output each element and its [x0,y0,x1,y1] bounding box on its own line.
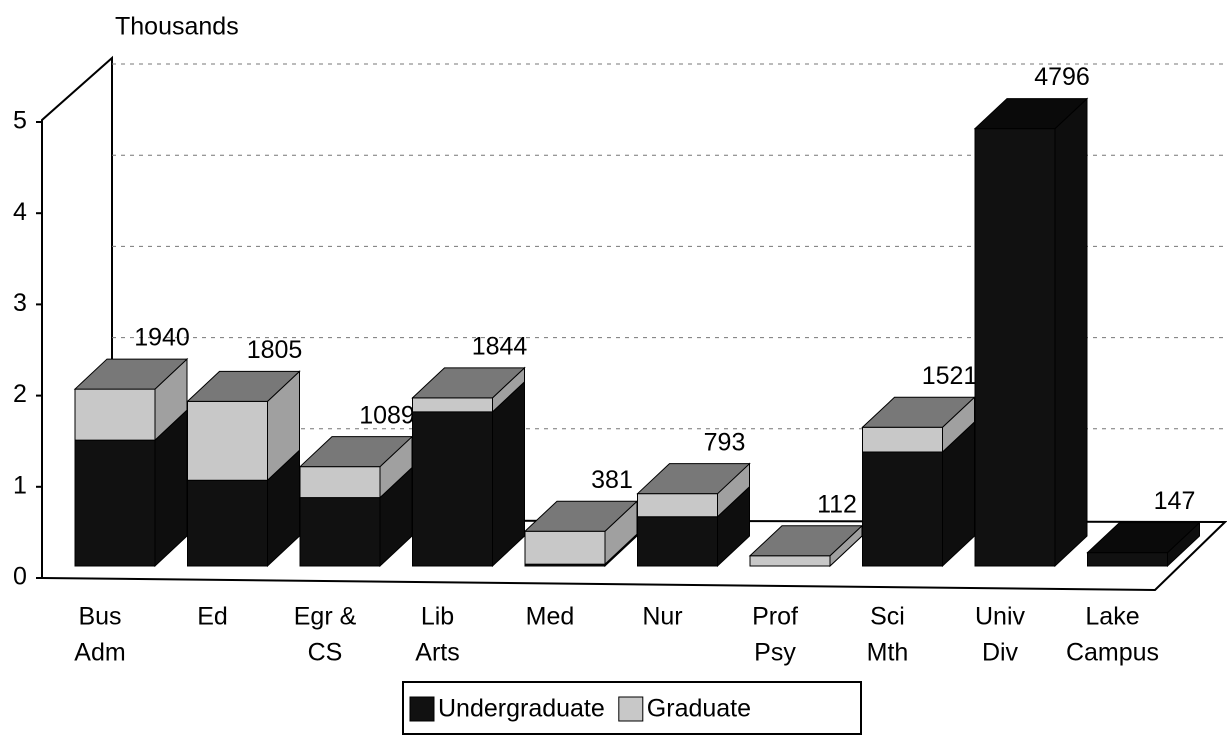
bar-front [637,516,718,567]
bar-segment [74,357,188,442]
bar-front [749,555,831,567]
bar-top [973,98,1089,130]
bar-front [299,497,381,567]
x-tick-label: Lib [421,603,454,631]
legend-label: Graduate [647,695,751,723]
x-tick-label: Nur [642,603,682,631]
y-tick-label: 1 [13,471,27,499]
total-label: 1089 [359,401,415,429]
legend-swatch [409,696,435,722]
bar-front [974,128,1056,567]
bar-segment [637,485,750,568]
bar-segment [862,396,975,454]
x-tick-label: Bus [78,603,121,631]
total-label: 1521 [922,362,978,390]
bar-front [299,466,381,499]
x-tick-label: Med [526,603,575,631]
total-label: 1844 [472,332,528,360]
x-tick-label: Univ [975,603,1026,631]
bar-front [74,388,156,441]
bar-front [74,439,156,567]
bar-segment [412,366,525,414]
left-wall [41,55,113,578]
bar-front [524,530,606,565]
bar-side [1054,97,1088,568]
y-tick-label: 0 [13,563,27,591]
y-tick-label: 4 [13,198,27,226]
bar-front [412,397,493,413]
bar-front [862,426,943,453]
x-tick-label: CS [308,639,343,667]
bar-segment [974,97,1088,568]
total-label: 4796 [1034,63,1090,91]
bar-front [637,493,718,518]
bar-side [492,380,525,568]
total-label: 793 [704,428,746,456]
bar-front [1087,552,1168,567]
y-tick-label: 5 [13,107,27,135]
bar-top [186,370,301,402]
bar-top [636,463,751,495]
x-tick-label: Lake [1085,603,1139,631]
x-tick-label: Egr & [294,603,357,631]
y-axis-label: Thousands [115,13,239,41]
total-label: 147 [1154,487,1196,515]
x-tick-label: Sci [870,603,905,631]
total-label: 112 [817,490,857,518]
x-tick-label: Psy [754,639,796,667]
bar-segment [187,449,300,568]
x-tick-label: Prof [752,603,798,631]
total-label: 1940 [134,324,190,352]
bar-front [187,479,268,567]
bar-segment [1087,521,1200,568]
y-tick-label: 3 [13,289,27,317]
x-tick-label: Adm [74,639,125,667]
bar-front [862,451,943,567]
bar-segment [412,380,525,568]
bar-segment [187,370,300,482]
total-label: 381 [591,466,633,494]
bar-segment [299,435,413,499]
x-tick-label: Campus [1066,639,1159,667]
total-label: 1805 [247,336,303,364]
x-tick-label: Mth [867,639,909,667]
x-tick-label: Ed [197,603,228,631]
legend-swatch [618,696,644,722]
y-tick-label: 2 [13,380,27,408]
legend-label: Undergraduate [438,695,605,723]
bar-top [411,367,526,399]
bar-front [187,400,268,481]
bar-segment [524,500,638,566]
bar-segment [862,420,975,568]
x-tick-label: Div [982,639,1019,667]
x-tick-label: Arts [415,639,459,667]
bar-top [73,358,189,390]
bar-segment [74,408,188,568]
bar-top [1086,522,1201,554]
bar-front [412,411,493,567]
